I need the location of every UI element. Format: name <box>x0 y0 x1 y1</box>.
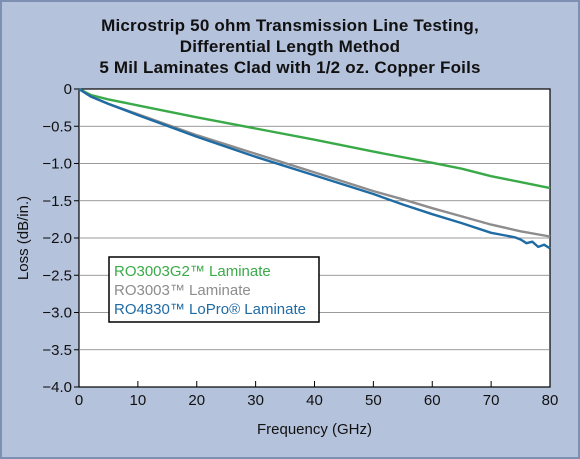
y-tick-label: −1.5 <box>42 193 72 210</box>
y-tick-label: −3.5 <box>42 342 72 359</box>
x-tick-label: 40 <box>306 392 323 409</box>
y-tick-label: −0.5 <box>42 118 72 135</box>
y-tick-label: −2.5 <box>42 267 72 284</box>
y-tick-label: −2.0 <box>42 230 72 247</box>
x-tick-label: 60 <box>424 392 441 409</box>
y-tick-label: −1.0 <box>42 156 72 173</box>
x-tick-label: 20 <box>188 392 205 409</box>
y-tick-label: −4.0 <box>42 379 72 396</box>
x-axis-label: Frequency (GHz) <box>257 421 372 438</box>
x-tick-label: 30 <box>247 392 264 409</box>
x-tick-label: 10 <box>130 392 147 409</box>
y-tick-label: −3.0 <box>42 305 72 322</box>
legend-entry-ro3003g2: RO3003G2™ Laminate <box>114 263 271 280</box>
x-tick-label: 80 <box>542 392 559 409</box>
y-tick-label: 0 <box>64 81 72 98</box>
legend-entry-ro4830: RO4830™ LoPro® Laminate <box>114 301 306 318</box>
x-tick-label: 70 <box>483 392 500 409</box>
series-line-ro3003g2 <box>78 87 551 190</box>
series-line-ro4830 <box>78 87 551 250</box>
chart-title-line-1: Microstrip 50 ohm Transmission Line Test… <box>101 16 479 35</box>
legend: RO3003G2™ Laminate RO3003™ Laminate RO48… <box>108 256 320 323</box>
chart-title-line-2: Differential Length Method <box>179 37 401 56</box>
x-tick-label: 0 <box>75 392 83 409</box>
chart-title-line-3: 5 Mil Laminates Clad with 1/2 oz. Copper… <box>99 58 481 77</box>
legend-box <box>108 256 320 323</box>
x-tick-label: 50 <box>365 392 382 409</box>
y-axis-label: Loss (dB/in.) <box>15 196 32 280</box>
legend-entry-ro3003: RO3003™ Laminate <box>114 282 251 299</box>
